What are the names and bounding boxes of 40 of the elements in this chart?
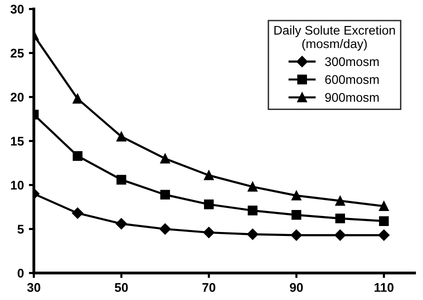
point (160, 223, 171, 235)
y-tick-label: 25 (10, 48, 24, 58)
x-tick-label: 30 (27, 283, 40, 292)
point (116, 174, 126, 185)
x-tick-label: 70 (202, 283, 216, 292)
point (203, 226, 214, 238)
point (247, 228, 258, 240)
point (292, 190, 302, 200)
legend-label: 900mosm (325, 93, 379, 102)
point (379, 201, 389, 211)
point (116, 218, 127, 230)
point (334, 230, 346, 241)
y-tick-label: 10 (11, 180, 24, 190)
point (335, 196, 346, 206)
point (379, 216, 389, 226)
point (204, 200, 214, 210)
point (248, 182, 258, 192)
x-tick-label: 110 (374, 283, 394, 292)
point (248, 206, 258, 216)
point (204, 170, 214, 180)
point (116, 132, 126, 142)
legend-label: 300mosm (325, 57, 379, 66)
legend-label: 600mosm (325, 75, 379, 84)
y-tick-label: 20 (10, 92, 24, 102)
y-tick-label: 5 (18, 224, 24, 234)
y-tick-label: 0 (18, 268, 24, 278)
point (72, 151, 82, 161)
point (378, 230, 390, 241)
point (292, 210, 302, 220)
point (72, 94, 82, 104)
y-tick-label: 30 (10, 4, 24, 14)
point (72, 208, 84, 219)
point (335, 214, 346, 224)
point (160, 190, 170, 200)
point (290, 230, 302, 241)
y-tick-label: 15 (11, 136, 24, 146)
legend-title: Daily Solute Excretion (mosm/day) (274, 26, 395, 51)
point (160, 154, 170, 164)
x-tick-label: 50 (114, 283, 128, 292)
x-tick-label: 90 (290, 283, 303, 292)
